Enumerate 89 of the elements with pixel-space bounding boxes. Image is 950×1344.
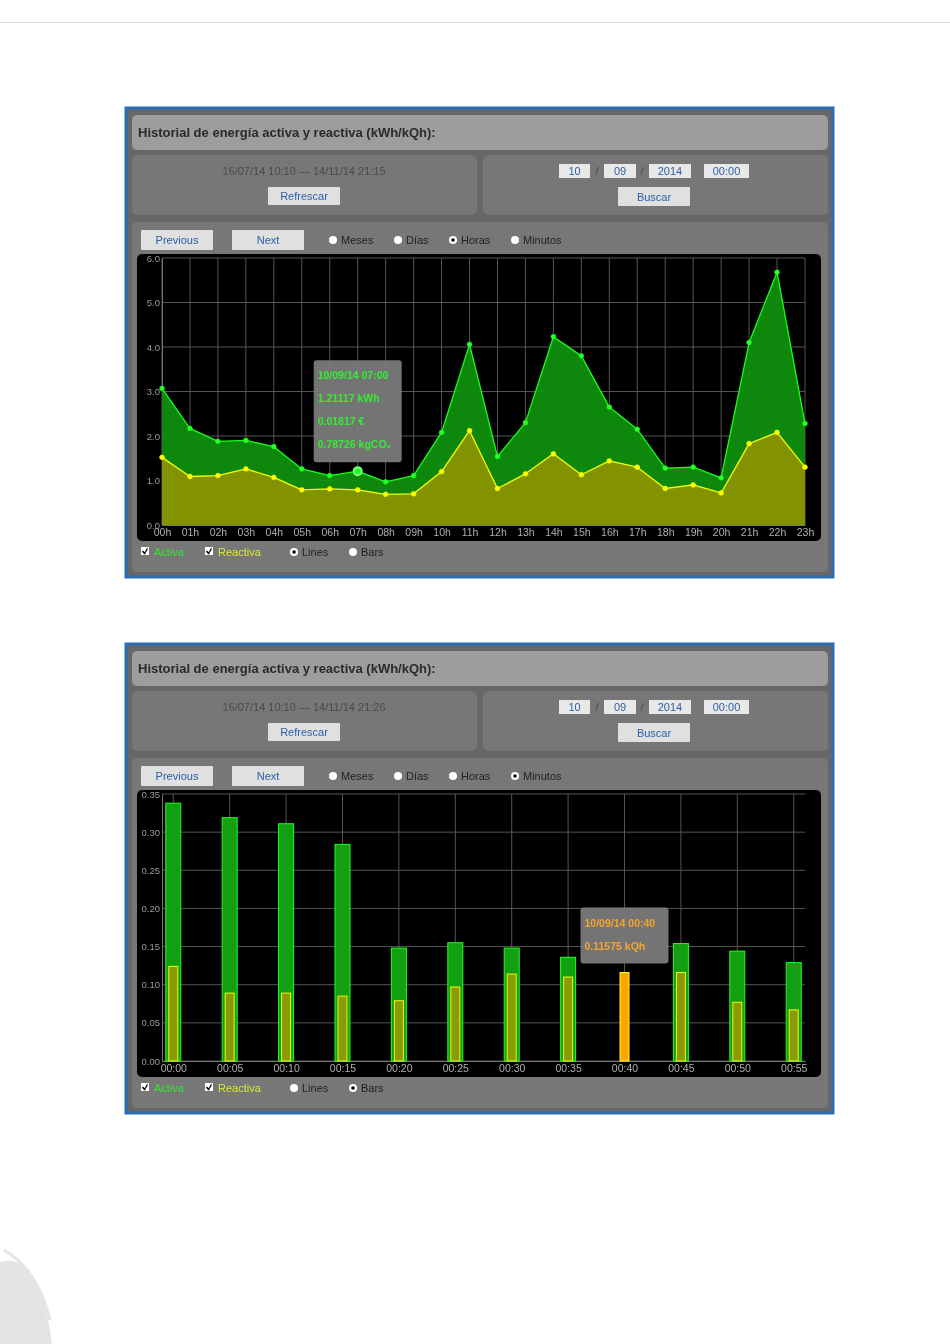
x-tick-label: 13h (517, 526, 535, 539)
x-tick-label: 03h (237, 526, 256, 539)
text: Next (256, 770, 280, 782)
x-tick-label: 00:50 (724, 1062, 752, 1075)
text: Días (406, 234, 430, 246)
y-tick-label: 1.0 (146, 475, 160, 487)
x-tick-label: 11h (461, 526, 479, 539)
x-tick-label: 17h (629, 526, 647, 539)
text: Refrescar (280, 726, 329, 738)
annotation: 10/09/14 00:40 0.11575 kQh (584, 916, 656, 952)
y-tick-label: 0.15 (141, 941, 160, 953)
text: Minutos (523, 234, 563, 246)
y-tick-label: 2.0 (146, 430, 160, 442)
x-tick-label: 10h (433, 526, 451, 539)
annotation: 10/09/14 07:00 1.21117 kWh 0.01817 € 0.78726 kgCO₂ (317, 369, 392, 451)
text: 09 (613, 701, 627, 713)
y-tick-label: 0.10 (141, 979, 160, 991)
text: 09 (613, 165, 627, 177)
chart-title: Historial de energía activa y reactiva (kWh/kQh): (138, 661, 436, 676)
text: Meses (341, 770, 374, 782)
text: 2014 (657, 701, 683, 713)
x-tick-label: 20h (712, 526, 731, 539)
x-tick-label: 08h (377, 526, 396, 539)
x-tick-label: 00:25 (442, 1062, 470, 1075)
x-tick-label: 21h (740, 526, 759, 539)
x-tick-label: 00:00 (160, 1062, 188, 1075)
text: Bars (361, 546, 385, 558)
x-tick-label: 00:55 (781, 1062, 808, 1075)
x-tick-label: 00:30 (499, 1062, 526, 1075)
x-tick-label: 22h (768, 526, 787, 539)
series-label: Reactiva (218, 546, 262, 558)
text: / (640, 701, 645, 713)
y-tick-label: 5.0 (146, 297, 160, 309)
text: Horas (461, 770, 491, 782)
text: Bars (361, 1082, 385, 1094)
text: Meses (341, 234, 374, 246)
text: Previous (155, 770, 199, 782)
text: Reactiva (218, 1082, 262, 1094)
text: 00:00 (712, 701, 741, 713)
text: 10 (568, 701, 581, 713)
x-tick-label: 00:20 (386, 1062, 413, 1075)
x-tick-label: 00:10 (273, 1062, 300, 1075)
text: Next (256, 234, 280, 246)
text: Horas (461, 234, 491, 246)
x-tick-label: 06h (321, 526, 340, 539)
x-tick-label: 14h (545, 526, 563, 539)
x-tick-label: 18h (656, 526, 675, 539)
y-tick-label: 3.0 (146, 386, 160, 398)
text: 00:00 (712, 165, 741, 177)
text: Lines (302, 1082, 329, 1094)
y-tick-label: 0.05 (141, 1017, 160, 1029)
y-tick-label: 0.25 (141, 864, 160, 876)
x-tick-label: 00:45 (668, 1062, 695, 1075)
chart-title: Historial de energía activa y reactiva (kWh/kQh): (138, 125, 436, 140)
text: Días (406, 770, 430, 782)
y-tick-label: 0.20 (141, 902, 160, 914)
x-tick-label: 19h (684, 526, 703, 539)
text: Buscar (636, 726, 672, 739)
x-tick-label: 00:40 (611, 1062, 639, 1075)
text: Buscar (636, 190, 672, 203)
x-tick-label: 09h (405, 526, 424, 539)
y-tick-label: 6.0 (146, 252, 160, 264)
x-tick-label: 00:05 (217, 1062, 244, 1075)
x-tick-label: 16h (601, 526, 619, 539)
text: / (595, 165, 600, 177)
series-label: Activa (154, 546, 185, 558)
y-tick-label: 4.0 (146, 341, 160, 353)
text: / (595, 701, 600, 713)
x-tick-label: 00:35 (555, 1062, 582, 1075)
text: 2014 (657, 165, 683, 177)
text: Lines (302, 546, 329, 558)
x-tick-label: 01h (181, 526, 200, 539)
y-tick-label: 0.30 (141, 826, 160, 838)
x-tick-label: 00:15 (329, 1062, 357, 1075)
text: Minutos (523, 770, 563, 782)
x-tick-label: 05h (293, 526, 312, 539)
text: 10 (568, 165, 581, 177)
y-tick-label: 0.35 (141, 788, 160, 800)
x-tick-label: 02h (209, 526, 228, 539)
x-tick-label: 12h (489, 526, 507, 539)
text: Previous (155, 234, 199, 246)
x-tick-label: 15h (573, 526, 591, 539)
text: / (640, 165, 645, 177)
text: Refrescar (280, 190, 329, 202)
y-tick-label: 0.00 (141, 1055, 160, 1067)
series-label: Activa (154, 1082, 185, 1094)
x-tick-label: 04h (265, 526, 284, 539)
x-tick-label: 23h (796, 526, 815, 539)
x-tick-label: 07h (349, 526, 368, 539)
